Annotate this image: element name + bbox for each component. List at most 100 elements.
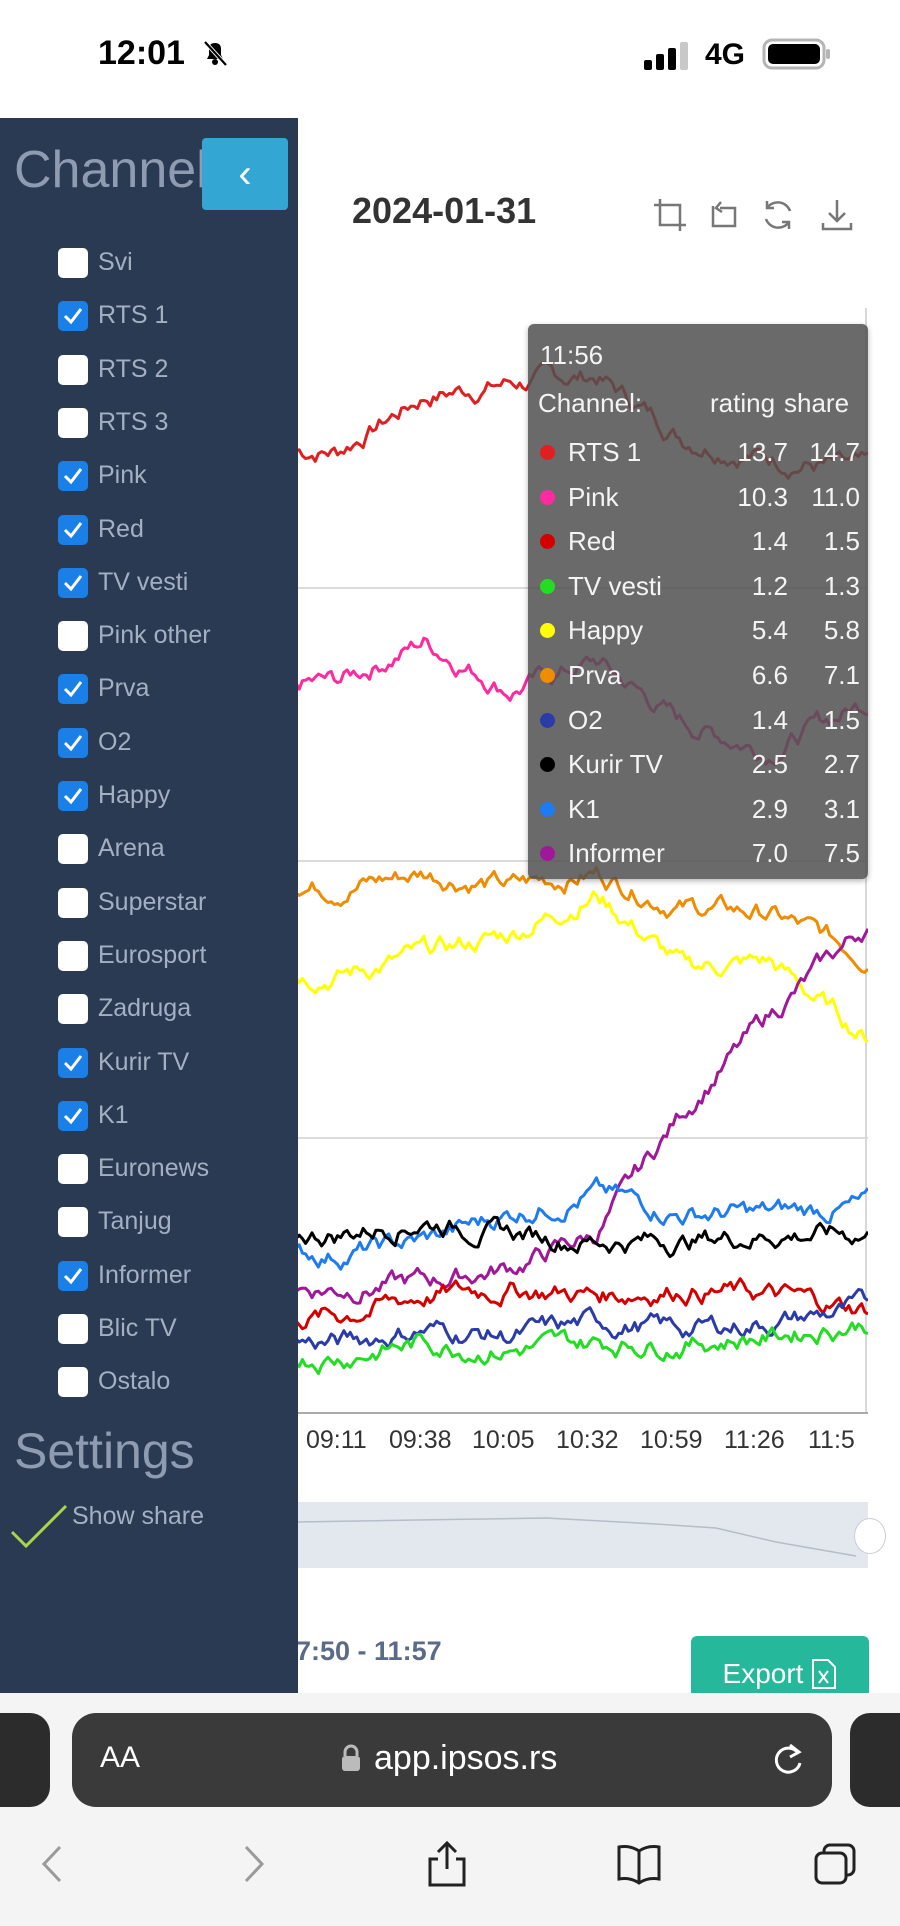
checkbox-checked-icon[interactable]	[58, 301, 88, 332]
checkbox-unchecked-icon[interactable]	[58, 940, 88, 971]
show-share-toggle[interactable]: Show share	[10, 1500, 280, 1560]
tooltip-share-value: 1.5	[823, 526, 860, 557]
tabs-icon[interactable]	[812, 1841, 858, 1887]
checkbox-unchecked-icon[interactable]	[58, 994, 88, 1025]
battery-icon	[762, 38, 830, 70]
channel-checkbox-item[interactable]: TV vesti	[58, 562, 288, 602]
checkbox-unchecked-icon[interactable]	[58, 407, 88, 438]
channel-label: Blic TV	[98, 1314, 177, 1342]
series-color-dot-icon	[540, 757, 555, 773]
navigator-series	[295, 1517, 857, 1557]
reload-icon[interactable]	[768, 1739, 808, 1779]
tooltip-row: Kurir TV 2.5 2.7	[538, 745, 862, 785]
download-icon[interactable]	[818, 196, 856, 234]
checkbox-checked-icon[interactable]	[58, 674, 88, 705]
checkbox-unchecked-icon[interactable]	[58, 1367, 88, 1398]
channel-label: Superstar	[98, 887, 207, 916]
channel-label: Happy	[98, 781, 171, 809]
series-color-dot-icon	[540, 445, 555, 460]
channel-label: Eurosport	[98, 940, 207, 969]
channel-checkbox-item[interactable]: Superstar	[58, 882, 288, 922]
channel-label: Red	[98, 514, 144, 543]
checkbox-unchecked-icon[interactable]	[58, 887, 88, 918]
status-bar: 12:01 4G	[0, 0, 900, 110]
tooltip-share-value: 1.5	[823, 704, 860, 735]
checkbox-checked-icon[interactable]	[58, 1100, 88, 1131]
tooltip-channel-name: RTS 1	[568, 437, 642, 467]
checkbox-checked-icon[interactable]	[58, 1260, 88, 1291]
series-color-dot-icon	[540, 534, 555, 550]
cellular-signal-icon	[644, 42, 688, 70]
tooltip-row: Happy 5.4 5.8	[538, 611, 862, 651]
channel-checkbox-item[interactable]: RTS 2	[58, 349, 288, 389]
tooltip-rating-value: 7.0	[751, 838, 788, 869]
channel-checkbox-item[interactable]: Zadruga	[58, 988, 288, 1028]
reader-aa-button[interactable]: AA	[100, 1741, 141, 1774]
channel-checkbox-item[interactable]: Arena	[58, 828, 288, 868]
tooltip-col-channel: Channel:	[538, 388, 643, 418]
channel-checkbox-item[interactable]: Tanjug	[58, 1201, 288, 1241]
sidebar-title: Channel	[14, 141, 208, 199]
series-color-dot-icon	[540, 712, 555, 728]
channel-checkbox-item[interactable]: K1	[58, 1095, 288, 1135]
channel-checkbox-item[interactable]: Blic TV	[58, 1308, 288, 1348]
channel-checkbox-item[interactable]: Euronews	[58, 1148, 288, 1188]
checkbox-unchecked-icon[interactable]	[58, 1314, 88, 1344]
channel-checkbox-item[interactable]: Svi	[58, 242, 288, 282]
tooltip-rating-value: 1.4	[751, 526, 788, 557]
share-icon[interactable]	[424, 1841, 470, 1887]
checkbox-unchecked-icon[interactable]	[58, 621, 88, 652]
time-navigator[interactable]	[295, 1502, 868, 1568]
channel-checkbox-item[interactable]: O2	[58, 722, 288, 762]
address-bar[interactable]: AA app.ipsos.rs	[72, 1713, 832, 1807]
back-icon[interactable]	[30, 1841, 76, 1887]
checkbox-unchecked-icon[interactable]	[58, 1207, 88, 1238]
refresh-icon[interactable]	[759, 196, 797, 234]
checkbox-unchecked-icon[interactable]	[58, 1154, 88, 1185]
series-line	[296, 1277, 868, 1331]
checkbox-checked-icon[interactable]	[58, 781, 88, 811]
checkbox-unchecked-icon[interactable]	[58, 834, 88, 865]
lock-icon	[342, 1744, 360, 1771]
chart-tooltip: 11:56 Channel: rating share RTS 1 13.7 14.…	[528, 324, 868, 879]
channel-label: Kurir TV	[98, 1047, 190, 1076]
channel-checkbox-item[interactable]: Kurir TV	[58, 1042, 288, 1082]
channel-checkbox-item[interactable]: Happy	[58, 775, 288, 815]
network-type: 4G	[705, 38, 746, 71]
checkbox-checked-icon[interactable]	[58, 567, 88, 598]
tooltip-share-value: 7.5	[823, 838, 860, 869]
show-share-label: Show share	[72, 1502, 205, 1530]
tooltip-row: K1 2.9 3.1	[538, 790, 862, 830]
crop-reset-icon[interactable]	[704, 196, 742, 234]
channel-checkbox-item[interactable]: Pink other	[58, 615, 288, 655]
channel-checkbox-item[interactable]: Prva	[58, 668, 288, 708]
forward-icon[interactable]	[230, 1841, 276, 1887]
series-color-dot-icon	[540, 489, 555, 505]
channel-label: Prva	[98, 674, 150, 703]
channel-checkbox-item[interactable]: RTS 3	[58, 402, 288, 442]
checkbox-checked-icon[interactable]	[58, 514, 88, 545]
channel-checkbox-item[interactable]: RTS 1	[58, 295, 288, 335]
channel-checkbox-item[interactable]: Informer	[58, 1255, 288, 1295]
checkbox-unchecked-icon[interactable]	[58, 248, 88, 278]
tooltip-col-share: share	[784, 388, 850, 418]
channel-label: Euronews	[98, 1154, 210, 1183]
checkbox-checked-icon[interactable]	[58, 1047, 88, 1078]
navigator-handle[interactable]	[854, 1518, 886, 1554]
channel-label: Svi	[98, 248, 133, 276]
bell-slash-icon	[203, 40, 228, 67]
channel-checkbox-item[interactable]: Ostalo	[58, 1361, 288, 1401]
tooltip-rating-value: 2.9	[751, 793, 788, 824]
next-tab[interactable]	[850, 1713, 900, 1807]
series-line	[296, 1321, 868, 1376]
checkbox-unchecked-icon[interactable]	[58, 354, 88, 385]
previous-tab[interactable]	[0, 1713, 50, 1807]
checkbox-checked-icon[interactable]	[58, 727, 88, 758]
crop-icon[interactable]	[651, 196, 689, 234]
collapse-sidebar-button[interactable]: ‹	[202, 138, 288, 210]
channel-checkbox-item[interactable]: Red	[58, 509, 288, 549]
checkbox-checked-icon[interactable]	[58, 461, 88, 492]
channel-checkbox-item[interactable]: Eurosport	[58, 935, 288, 975]
channel-checkbox-item[interactable]: Pink	[58, 455, 288, 495]
bookmarks-icon[interactable]	[616, 1841, 662, 1887]
